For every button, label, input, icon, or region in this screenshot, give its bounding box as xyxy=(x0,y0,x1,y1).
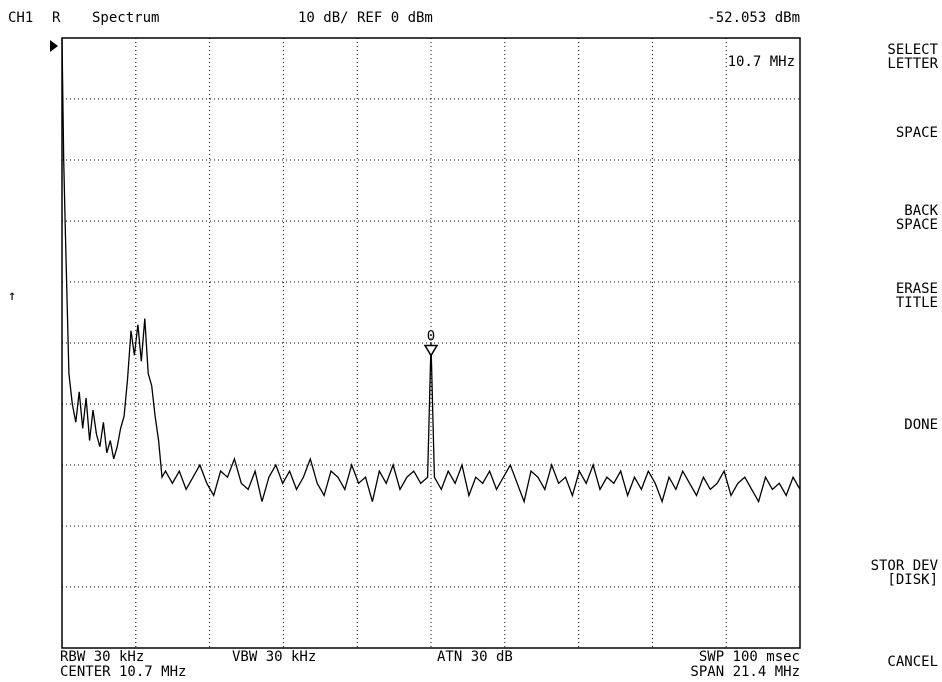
softkey-label[interactable]: TITLE xyxy=(896,295,938,311)
scale: 10 dB/ REF 0 dBm xyxy=(298,10,433,26)
sweep: SWP 100 msec xyxy=(699,649,800,665)
attenuation: ATN 30 dB xyxy=(437,649,513,665)
vbw: VBW 30 kHz xyxy=(232,649,316,665)
softkey-label[interactable]: STOR DEV xyxy=(871,558,939,574)
trace xyxy=(61,37,801,504)
softkey-label[interactable]: SPACE xyxy=(896,217,938,233)
softkey-label[interactable]: SELECT xyxy=(887,42,938,58)
marker-readout: -52.053 dBm xyxy=(707,10,800,26)
ref-marker xyxy=(50,40,58,52)
mode: Spectrum xyxy=(92,10,159,26)
softkey-label[interactable]: CANCEL xyxy=(887,654,938,670)
softkey-label[interactable]: SPACE xyxy=(896,125,938,141)
side-arrow: ↑ xyxy=(8,288,16,304)
marker-frequency: 10.7 MHz xyxy=(728,54,795,70)
softkey-label[interactable]: DONE xyxy=(904,417,938,433)
marker xyxy=(423,344,439,357)
marker-label: 0 xyxy=(427,329,435,345)
trace-id: R xyxy=(52,10,61,26)
softkey-label[interactable]: ERASE xyxy=(896,281,938,297)
center: CENTER 10.7 MHz xyxy=(60,664,186,680)
span: SPAN 21.4 MHz xyxy=(690,664,800,680)
softkey-label[interactable]: [DISK] xyxy=(887,572,938,588)
softkey-label[interactable]: BACK xyxy=(904,203,938,219)
channel: CH1 xyxy=(8,10,33,26)
rbw: RBW 30 kHz xyxy=(60,649,144,665)
softkey-label[interactable]: LETTER xyxy=(887,56,938,72)
